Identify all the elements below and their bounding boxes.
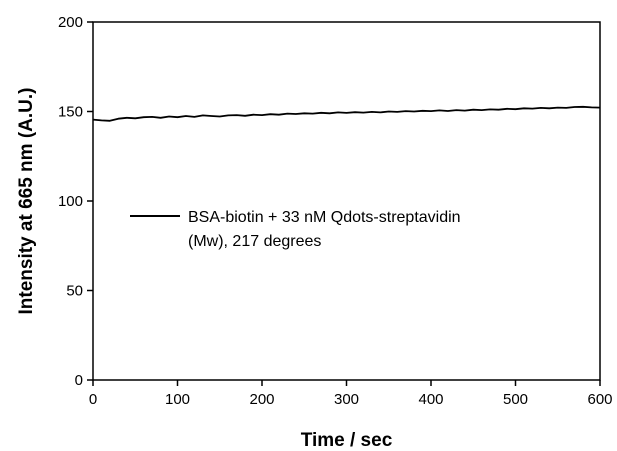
legend: BSA-biotin + 33 nM Qdots-streptavidin (M… xyxy=(130,209,461,250)
y-tick-label: 100 xyxy=(58,193,83,210)
y-axis-title: Intensity at 665 nm (A.U.) xyxy=(16,88,37,315)
x-axis-ticks: 0 100 200 300 400 500 600 xyxy=(89,380,613,408)
plot-frame xyxy=(92,21,601,381)
y-tick-label: 200 xyxy=(58,14,83,31)
x-tick-label: 500 xyxy=(503,391,528,408)
legend-label-line-2: (Mw), 217 degrees xyxy=(188,233,321,250)
x-tick-label: 300 xyxy=(334,391,359,408)
x-tick-label: 0 xyxy=(89,391,97,408)
y-tick-label: 150 xyxy=(58,104,83,121)
x-tick-label: 400 xyxy=(418,391,443,408)
legend-label-line-1: BSA-biotin + 33 nM Qdots-streptavidin xyxy=(188,209,461,226)
plot-border xyxy=(92,21,601,381)
y-axis-ticks: 0 50 100 150 200 xyxy=(58,14,93,389)
x-tick-label: 100 xyxy=(165,391,190,408)
x-tick-label: 600 xyxy=(587,391,612,408)
x-tick-label: 200 xyxy=(249,391,274,408)
x-axis-title: Time / sec xyxy=(301,430,393,451)
series-layer xyxy=(92,105,601,122)
y-tick-label: 50 xyxy=(66,283,83,300)
y-tick-label: 0 xyxy=(75,372,83,389)
series-line xyxy=(92,105,601,122)
